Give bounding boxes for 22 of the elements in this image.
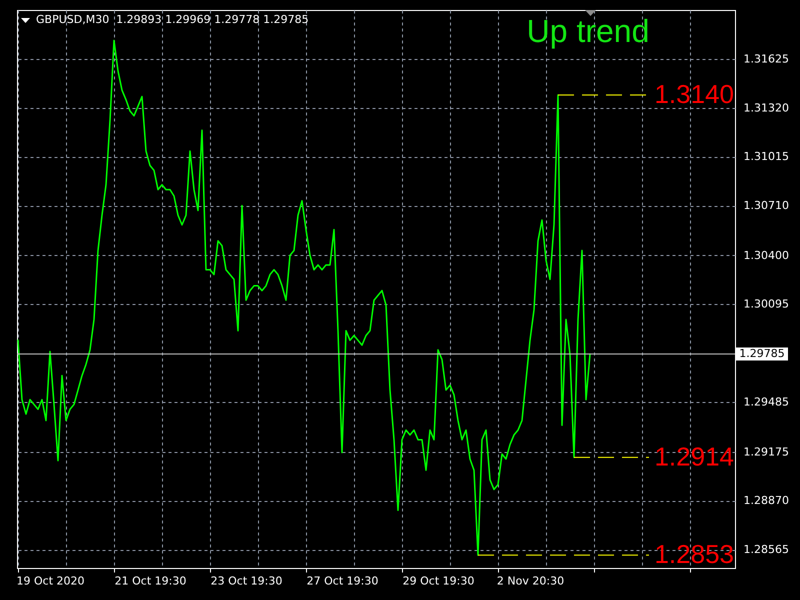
y-tick-label: 1.28565: [744, 543, 789, 556]
ref-line-label: 1.3140: [654, 78, 734, 109]
x-tick-label: 19 Oct 2020: [16, 574, 85, 588]
ref-line-label: 1.2914: [654, 441, 734, 472]
y-tick-label: 1.30710: [744, 199, 789, 212]
x-tick-label: 23 Oct 19:30: [210, 574, 282, 588]
y-tick-label: 1.28870: [744, 494, 789, 508]
x-tick-label: 27 Oct 19:30: [306, 574, 378, 588]
ref-line-label: 1.29785: [739, 346, 785, 360]
x-tick-label: 2 Nov 20:30: [496, 574, 564, 588]
y-tick-label: 1.29175: [744, 445, 789, 458]
ref-line-label: 1.2853: [654, 539, 734, 570]
chart-title: GBPUSD,M30 1.29893 1.29969 1.29778 1.29785: [36, 13, 309, 26]
y-tick-label: 1.31320: [744, 101, 789, 114]
y-tick-label: 1.31015: [744, 150, 789, 164]
y-tick-label: 1.29485: [744, 396, 789, 409]
annotation: Up trend: [526, 13, 650, 49]
x-tick-label: 21 Oct 19:30: [114, 574, 186, 588]
y-tick-label: 1.31625: [744, 52, 789, 66]
y-tick-label: 1.30095: [744, 298, 789, 311]
y-tick-label: 1.30400: [744, 248, 789, 262]
x-tick-label: 29 Oct 19:30: [402, 574, 474, 588]
